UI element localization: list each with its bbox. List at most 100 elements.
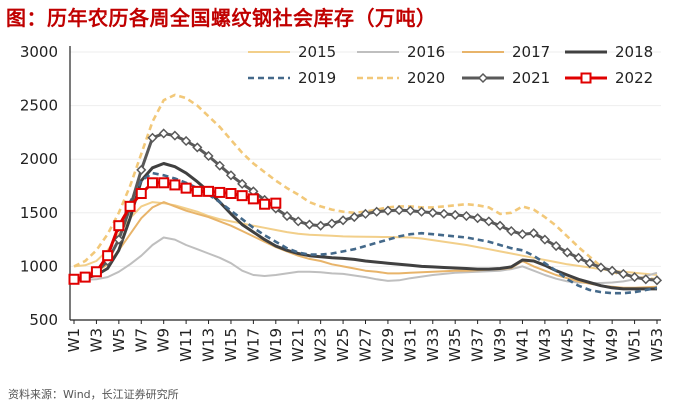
series-point-2022 (259, 198, 271, 210)
series-point-2021 (405, 205, 416, 216)
legend-marker-2021 (477, 72, 489, 84)
series-point-2022 (225, 188, 237, 200)
x-tick-label: W47 (581, 328, 599, 362)
x-tick-label: W17 (244, 328, 262, 362)
series-point-2021 (651, 275, 663, 286)
series-point-2021 (461, 210, 472, 222)
series-line-2021 (73, 132, 658, 282)
legend: 2015 2016 2017 2018 2019 2020 2021 2022 (248, 43, 653, 87)
legend-label-2020: 2020 (407, 69, 445, 87)
series-point-2021 (192, 142, 203, 153)
series-point-2021 (181, 135, 192, 147)
x-tick-label: W3 (87, 328, 105, 352)
series-point-2021 (539, 234, 550, 245)
y-tick-label: 1500 (20, 204, 58, 222)
series-point-2021 (494, 220, 506, 231)
y-tick-label: 500 (29, 311, 58, 329)
series-point-2021 (371, 206, 382, 217)
series-point-2021 (528, 228, 539, 239)
x-tick-label: W19 (267, 328, 285, 362)
series-point-2022 (270, 197, 282, 209)
series-point-2022 (113, 220, 125, 232)
x-tick-label: W15 (222, 328, 240, 362)
series-point-2021 (450, 209, 461, 221)
series-point-2021 (562, 247, 573, 258)
series-point-2021 (629, 272, 640, 283)
series-point-2022 (169, 179, 181, 191)
series-point-2022 (124, 200, 136, 212)
series-line-2016 (73, 236, 658, 284)
series-point-2021 (304, 219, 315, 230)
legend-marker-2022 (580, 72, 592, 84)
series-point-2021 (584, 258, 595, 269)
series-point-2022 (135, 188, 147, 200)
x-tick-label: W23 (312, 328, 330, 362)
y-tick-label: 2000 (20, 150, 58, 168)
series-line-2017 (73, 201, 658, 289)
series-point-2022 (68, 273, 80, 285)
series-point-2021 (607, 265, 618, 276)
series-point-2022 (214, 186, 226, 198)
series-point-2022 (191, 185, 203, 197)
x-tick-label: W43 (536, 328, 554, 362)
x-tick-label: W29 (379, 328, 397, 362)
y-tick-label: 1000 (20, 257, 58, 275)
legend-label-2017: 2017 (512, 43, 550, 61)
series-line-2018 (73, 162, 657, 291)
series-point-2021 (315, 220, 326, 231)
series-point-2022 (158, 177, 170, 189)
series-point-2022 (146, 177, 158, 189)
x-tick-label: W9 (155, 328, 173, 352)
legend-label-2022: 2022 (615, 69, 653, 87)
legend-label-2016: 2016 (407, 43, 445, 61)
x-tick-label: W51 (626, 328, 644, 362)
x-tick-label: W27 (357, 328, 375, 362)
series-point-2021 (394, 205, 405, 216)
series-layer (68, 93, 663, 295)
series-point-2022 (79, 271, 91, 283)
legend-label-2019: 2019 (298, 69, 336, 87)
x-tick-label: W49 (603, 328, 621, 362)
series-point-2021 (349, 212, 360, 223)
series-point-2021 (382, 205, 393, 216)
x-tick-label: W1 (65, 328, 83, 352)
y-tick-label: 2500 (20, 97, 58, 115)
legend-label-2021: 2021 (512, 69, 550, 87)
series-point-2021 (169, 130, 180, 141)
x-tick-label: W41 (513, 328, 531, 362)
x-tick-label: W11 (177, 328, 195, 362)
x-tick-label: W31 (401, 328, 419, 362)
x-tick-label: W5 (110, 328, 128, 352)
series-point-2022 (90, 266, 102, 278)
series-point-2021 (214, 160, 225, 171)
series-point-2021 (360, 208, 371, 219)
series-point-2021 (640, 274, 651, 285)
series-point-2021 (281, 210, 293, 222)
series-point-2021 (595, 262, 607, 273)
series-point-2021 (338, 215, 349, 226)
series-point-2021 (147, 132, 158, 143)
series-point-2021 (551, 240, 562, 252)
x-tick-label: W33 (424, 328, 442, 362)
x-tick-label: W13 (200, 328, 218, 362)
series-point-2021 (203, 150, 214, 162)
series-point-2021 (618, 268, 629, 279)
x-tick-label: W21 (289, 328, 307, 362)
series-point-2022 (236, 190, 248, 202)
x-tick-label: W25 (334, 328, 352, 362)
series-point-2021 (113, 234, 124, 245)
series-point-2022 (180, 182, 192, 194)
legend-label-2015: 2015 (298, 43, 336, 61)
y-tick-label: 3000 (20, 43, 58, 61)
x-axis-ticks: W1 W3 W5 W7 W9 W11 W13 W15 W17 W19 W21 W23 W25 W27 W29… (65, 320, 666, 362)
x-tick-label: W39 (491, 328, 509, 362)
series-point-2021 (326, 218, 337, 229)
x-tick-label: W53 (648, 328, 666, 362)
series-point-2021 (293, 216, 304, 227)
legend-label-2018: 2018 (615, 43, 653, 61)
x-tick-label: W37 (469, 328, 487, 362)
series-point-2021 (573, 252, 584, 263)
series-point-2022 (203, 185, 215, 197)
x-tick-label: W7 (132, 328, 150, 352)
